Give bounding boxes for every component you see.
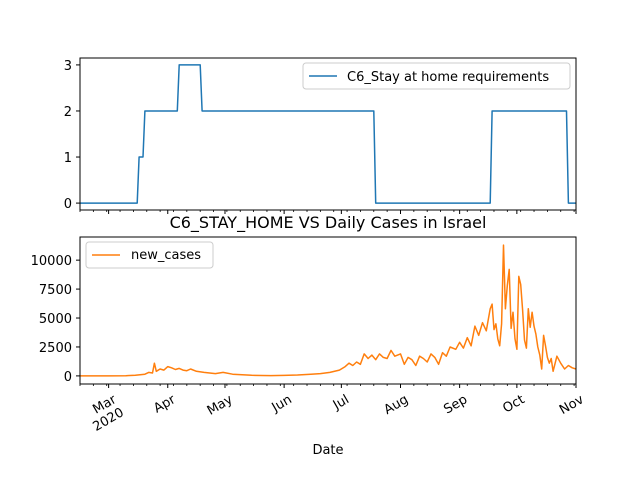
top-legend-label: C6_Stay at home requirements	[347, 70, 549, 85]
bottom-x-tick-label: Jul	[330, 392, 352, 413]
top-axes-frame	[79, 57, 577, 211]
top-legend-box	[302, 62, 571, 90]
x-axis-label: Date	[312, 443, 343, 458]
bottom-y-tick-label: 0	[64, 370, 72, 385]
bottom-y-ticks: 0 2500 5000 7500 10000	[31, 254, 80, 385]
bottom-legend-label: new_cases	[131, 248, 201, 263]
bottom-chart-title: C6_STAY_HOME VS Daily Cases in Israel	[170, 213, 487, 233]
bottom-y-tick-label: 5000	[39, 312, 72, 327]
top-x-minor-ticks	[79, 210, 577, 214]
bottom-y-tick-label: 2500	[39, 341, 72, 356]
bottom-legend-box	[85, 241, 214, 269]
top-subplot: 0 1 2 3 C6_Stay at home requirements	[64, 57, 577, 214]
top-y-tick-label: 1	[64, 151, 72, 166]
bottom-x-tick-label-line: Jul	[330, 392, 352, 413]
bottom-y-tick-label: 7500	[39, 283, 72, 298]
bottom-legend: new_cases	[85, 241, 214, 269]
top-y-tick-label: 3	[64, 59, 72, 74]
top-y-tick-label: 2	[64, 105, 72, 120]
bottom-axes-frame	[79, 236, 577, 385]
top-y-ticks: 0 1 2 3	[64, 59, 80, 212]
top-series-lines	[80, 64, 576, 204]
new-cases-line	[80, 244, 577, 377]
bottom-y-tick-label: 10000	[31, 254, 72, 269]
top-legend: C6_Stay at home requirements	[302, 62, 571, 90]
stay-home-line	[80, 64, 576, 204]
top-y-tick-label: 0	[64, 197, 72, 212]
bottom-series-lines	[80, 244, 577, 377]
